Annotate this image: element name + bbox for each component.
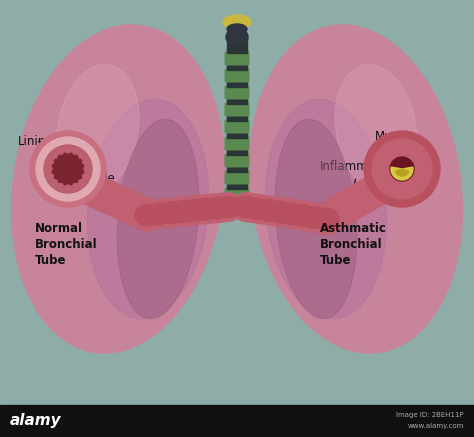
Text: Inflammation: Inflammation <box>320 160 399 212</box>
Circle shape <box>52 153 84 185</box>
Bar <box>227 185 247 189</box>
Ellipse shape <box>73 184 77 189</box>
Wedge shape <box>395 169 409 176</box>
Text: Normal
Bronchial
Tube: Normal Bronchial Tube <box>35 222 98 267</box>
Ellipse shape <box>279 203 305 225</box>
Ellipse shape <box>11 25 225 353</box>
Ellipse shape <box>66 147 70 153</box>
FancyBboxPatch shape <box>225 170 249 184</box>
Bar <box>227 83 247 87</box>
FancyBboxPatch shape <box>225 136 249 150</box>
Ellipse shape <box>215 196 241 218</box>
Ellipse shape <box>301 206 328 228</box>
Circle shape <box>364 131 440 207</box>
Ellipse shape <box>244 198 271 219</box>
Circle shape <box>390 157 414 181</box>
FancyBboxPatch shape <box>225 69 249 83</box>
Circle shape <box>44 145 92 193</box>
FancyBboxPatch shape <box>225 187 249 201</box>
Ellipse shape <box>181 200 207 221</box>
Text: Muscle: Muscle <box>75 173 133 210</box>
Text: www.alamy.com: www.alamy.com <box>408 423 464 429</box>
Ellipse shape <box>192 198 219 220</box>
Ellipse shape <box>117 119 199 319</box>
Ellipse shape <box>313 208 339 230</box>
FancyBboxPatch shape <box>225 103 249 117</box>
Ellipse shape <box>265 99 386 319</box>
Text: Image ID: 2BEH11P: Image ID: 2BEH11P <box>396 412 464 418</box>
Ellipse shape <box>52 180 57 185</box>
FancyBboxPatch shape <box>225 153 249 167</box>
Ellipse shape <box>227 24 247 34</box>
Circle shape <box>372 139 432 199</box>
Ellipse shape <box>47 174 53 178</box>
Ellipse shape <box>255 200 282 221</box>
FancyBboxPatch shape <box>225 119 249 133</box>
Ellipse shape <box>146 203 173 225</box>
Ellipse shape <box>158 202 184 224</box>
Ellipse shape <box>275 119 357 319</box>
Ellipse shape <box>46 167 52 171</box>
Bar <box>227 66 247 70</box>
Ellipse shape <box>226 28 248 46</box>
Text: Asthmatic
Bronchial
Tube: Asthmatic Bronchial Tube <box>320 222 387 267</box>
Wedge shape <box>391 167 413 180</box>
Ellipse shape <box>82 174 89 178</box>
Circle shape <box>36 137 100 201</box>
Text: Lining: Lining <box>18 135 54 149</box>
Text: Mucus: Mucus <box>375 131 413 171</box>
Ellipse shape <box>79 153 84 158</box>
Bar <box>227 100 247 104</box>
Circle shape <box>30 131 106 207</box>
Bar <box>227 117 247 121</box>
Ellipse shape <box>203 198 230 219</box>
Bar <box>227 168 247 172</box>
Ellipse shape <box>59 184 63 189</box>
Text: alamy: alamy <box>10 413 62 429</box>
Ellipse shape <box>66 185 70 191</box>
Ellipse shape <box>84 167 90 171</box>
Bar <box>227 37 247 207</box>
Ellipse shape <box>267 201 293 223</box>
Ellipse shape <box>52 153 57 158</box>
Bar <box>227 151 247 155</box>
Bar <box>227 49 247 53</box>
Ellipse shape <box>335 65 417 194</box>
Ellipse shape <box>57 65 139 194</box>
FancyBboxPatch shape <box>225 52 249 66</box>
Ellipse shape <box>169 201 195 222</box>
Ellipse shape <box>59 149 63 154</box>
Ellipse shape <box>88 99 209 319</box>
Ellipse shape <box>73 149 77 154</box>
Ellipse shape <box>79 180 84 185</box>
Bar <box>0 405 474 437</box>
Ellipse shape <box>47 160 53 164</box>
Ellipse shape <box>135 204 161 226</box>
FancyBboxPatch shape <box>225 86 249 100</box>
Ellipse shape <box>233 196 259 218</box>
Ellipse shape <box>82 160 89 164</box>
Bar <box>227 134 247 138</box>
Ellipse shape <box>290 205 316 226</box>
Ellipse shape <box>249 25 463 353</box>
Ellipse shape <box>223 15 251 29</box>
